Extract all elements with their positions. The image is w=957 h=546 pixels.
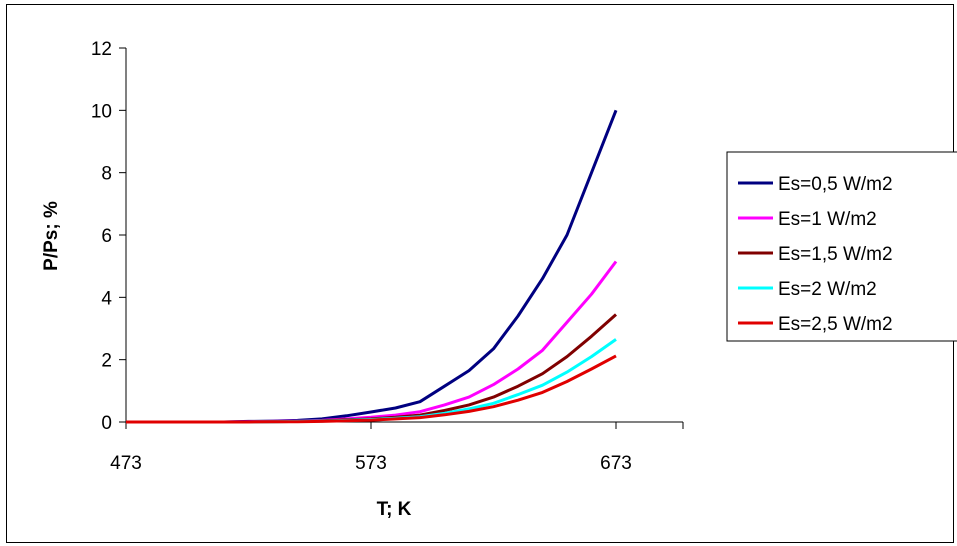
legend: Es=0,5 W/m2 Es=1 W/m2 Es=1,5 W/m2 Es=2 W/m2…	[738, 174, 893, 335]
x-tick-label: 573	[355, 453, 387, 474]
y-tick-label: 12	[91, 39, 112, 60]
legend-label-1: Es=0,5 W/m2	[778, 174, 893, 195]
series-line-5	[126, 354, 617, 424]
legend-label-2: Es=1 W/m2	[778, 209, 877, 230]
series-line-2	[126, 260, 618, 424]
plot-area: 0 2 4 6 8 10 12 473 573 673	[91, 39, 684, 474]
series-line-3	[126, 313, 617, 424]
x-tick-label: 473	[110, 453, 142, 474]
x-axis-title: T; K	[377, 499, 412, 520]
y-tick-label: 0	[101, 413, 112, 434]
y-tick-label: 4	[101, 288, 112, 309]
y-tick-label: 6	[101, 226, 112, 247]
legend-label-3: Es=1,5 W/m2	[778, 244, 893, 265]
legend-label-4: Es=2 W/m2	[778, 279, 877, 300]
y-tick-label: 2	[101, 351, 112, 372]
x-tick-label: 673	[600, 453, 632, 474]
y-axis-title: P/Ps; %	[41, 201, 62, 271]
legend-label-5: Es=2,5 W/m2	[778, 314, 893, 335]
y-tick-label: 10	[91, 101, 112, 122]
y-tick-label: 8	[101, 164, 112, 185]
